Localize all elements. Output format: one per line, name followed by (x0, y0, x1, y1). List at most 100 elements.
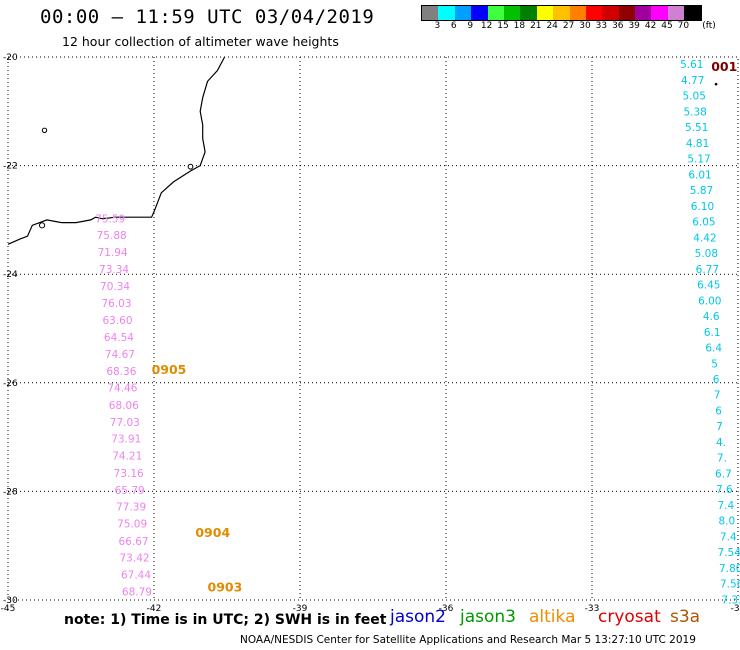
satellite-name-altika: altika (529, 607, 576, 627)
pass-time-label: 0905 (152, 362, 187, 377)
wave-height-label: 75.59 (95, 213, 125, 225)
wave-height-label: 7.80 (719, 563, 740, 575)
wave-height-label: 73.91 (111, 434, 141, 446)
island-outline (41, 127, 48, 134)
lat-tick-label: -26 (3, 379, 18, 389)
wave-height-label: 63.60 (102, 315, 132, 327)
satellite-name-jason3: jason3 (460, 607, 516, 627)
legend-swatch (503, 6, 521, 20)
legend-swatch (438, 6, 455, 20)
legend-bin-label: 12 (480, 21, 493, 31)
wave-height-label: 8.0 (718, 516, 735, 528)
pass-time-label: 0903 (208, 579, 243, 594)
legend-swatch (602, 6, 619, 20)
lon-tick-label: -45 (1, 604, 16, 614)
satellite-name-jason2: jason2 (390, 607, 446, 627)
legend-bin-label: 42 (644, 21, 657, 31)
wave-height-label: 6.1 (704, 327, 721, 339)
lon-tick-label: -36 (439, 604, 454, 614)
legend-bin-label: 9 (467, 21, 474, 31)
wave-height-label: 5.08 (695, 248, 718, 260)
wave-height-label: 68.06 (109, 400, 139, 412)
page-title: 00:00 – 11:59 UTC 03/04/2019 (40, 6, 375, 28)
lat-tick-label: -30 (3, 596, 18, 606)
wave-height-label: 4. (716, 437, 726, 449)
wave-height-label: 64.54 (104, 332, 134, 344)
wave-height-label: 5 (711, 358, 718, 370)
wave-height-label: 7.4 (717, 500, 734, 512)
wave-height-label: 70.34 (100, 281, 130, 293)
lon-tick-label: -33 (585, 604, 600, 614)
pass-time-label: 001 (711, 59, 737, 74)
wave-height-label: 65.79 (115, 485, 145, 497)
map-frame (7, 56, 739, 601)
legend-swatch (684, 6, 701, 20)
wave-height-label: 74.46 (107, 383, 137, 395)
wave-height-label: 73.34 (99, 264, 129, 276)
coastline (7, 56, 226, 245)
pass-time-label: 0904 (195, 525, 230, 540)
wave-height-label: 4.6 (703, 311, 720, 323)
wave-height-label: 74.67 (105, 349, 135, 361)
legend-swatch (585, 6, 603, 20)
wave-height-label: 7. (717, 453, 727, 465)
page-subtitle: 12 hour collection of altimeter wave hei… (62, 34, 339, 49)
wave-height-label: 6.45 (697, 280, 720, 292)
wave-height-label: 68.36 (106, 366, 136, 378)
wave-height-label: 67.44 (121, 569, 151, 581)
island-outline (187, 163, 194, 170)
wave-height-label: 66.67 (119, 536, 149, 548)
wave-height-label: 68.79 (122, 586, 152, 598)
wave-height-label: 6.05 (692, 217, 715, 229)
wave-height-label: 6.01 (688, 169, 711, 181)
legend-swatch (667, 6, 685, 20)
footer-note: note: 1) Time is in UTC; 2) SWH is in fe… (64, 612, 387, 628)
lat-tick-label: -20 (3, 53, 18, 63)
legend-bin-label: 27 (562, 21, 575, 31)
lat-tick-label: -22 (3, 162, 18, 172)
island-outline (38, 222, 46, 229)
lat-tick-label: -24 (3, 270, 18, 280)
color-legend (421, 5, 702, 21)
wave-height-label: 6 (713, 374, 720, 386)
wave-height-label: 73.42 (120, 553, 150, 565)
legend-bin-label: 70 (677, 21, 690, 31)
lon-tick-label: -39 (293, 604, 308, 614)
legend-bin-label: 45 (661, 21, 673, 31)
wave-height-label: 6.10 (691, 201, 714, 213)
wave-height-label: 5.17 (687, 154, 710, 166)
wave-height-label: 7.33 (721, 594, 740, 606)
legend-swatch (553, 6, 570, 20)
wave-height-label: 7.4 (720, 531, 737, 543)
wave-height-label: 7.56 (720, 579, 740, 591)
wave-height-label: 5.61 (680, 59, 703, 71)
wave-height-label: 4.42 (693, 232, 716, 244)
wave-height-label: 6.7 (715, 468, 732, 480)
legend-bin-label: 15 (497, 21, 509, 31)
wave-height-label: 76.03 (101, 298, 131, 310)
wave-height-label: 75.09 (117, 518, 147, 530)
wave-height-label: 5.51 (685, 122, 708, 134)
wave-height-label: 4.81 (686, 138, 709, 150)
legend-bin-label: 36 (612, 21, 624, 31)
wave-height-label: 5.87 (690, 185, 713, 197)
legend-unit-label: (ft) (702, 21, 716, 31)
legend-swatch (536, 6, 554, 20)
legend-swatch (651, 6, 668, 20)
legend-bin-label: 21 (530, 21, 542, 31)
legend-swatch (422, 6, 439, 20)
wave-height-label: 7 (714, 390, 721, 402)
legend-swatch (487, 6, 504, 20)
wave-height-label: 4.77 (681, 75, 704, 87)
wave-height-label: 75.88 (97, 230, 127, 242)
wave-height-label: 77.03 (110, 417, 140, 429)
wave-height-label: 5.38 (683, 106, 706, 118)
legend-bin-label: 3 (434, 21, 441, 31)
legend-swatch (471, 6, 488, 20)
wave-height-label: 73.16 (114, 468, 144, 480)
lon-tick-label: -42 (147, 604, 162, 614)
wave-height-label: 77.39 (116, 502, 146, 514)
legend-swatch (618, 6, 636, 20)
wave-height-label: 6.4 (705, 343, 722, 355)
